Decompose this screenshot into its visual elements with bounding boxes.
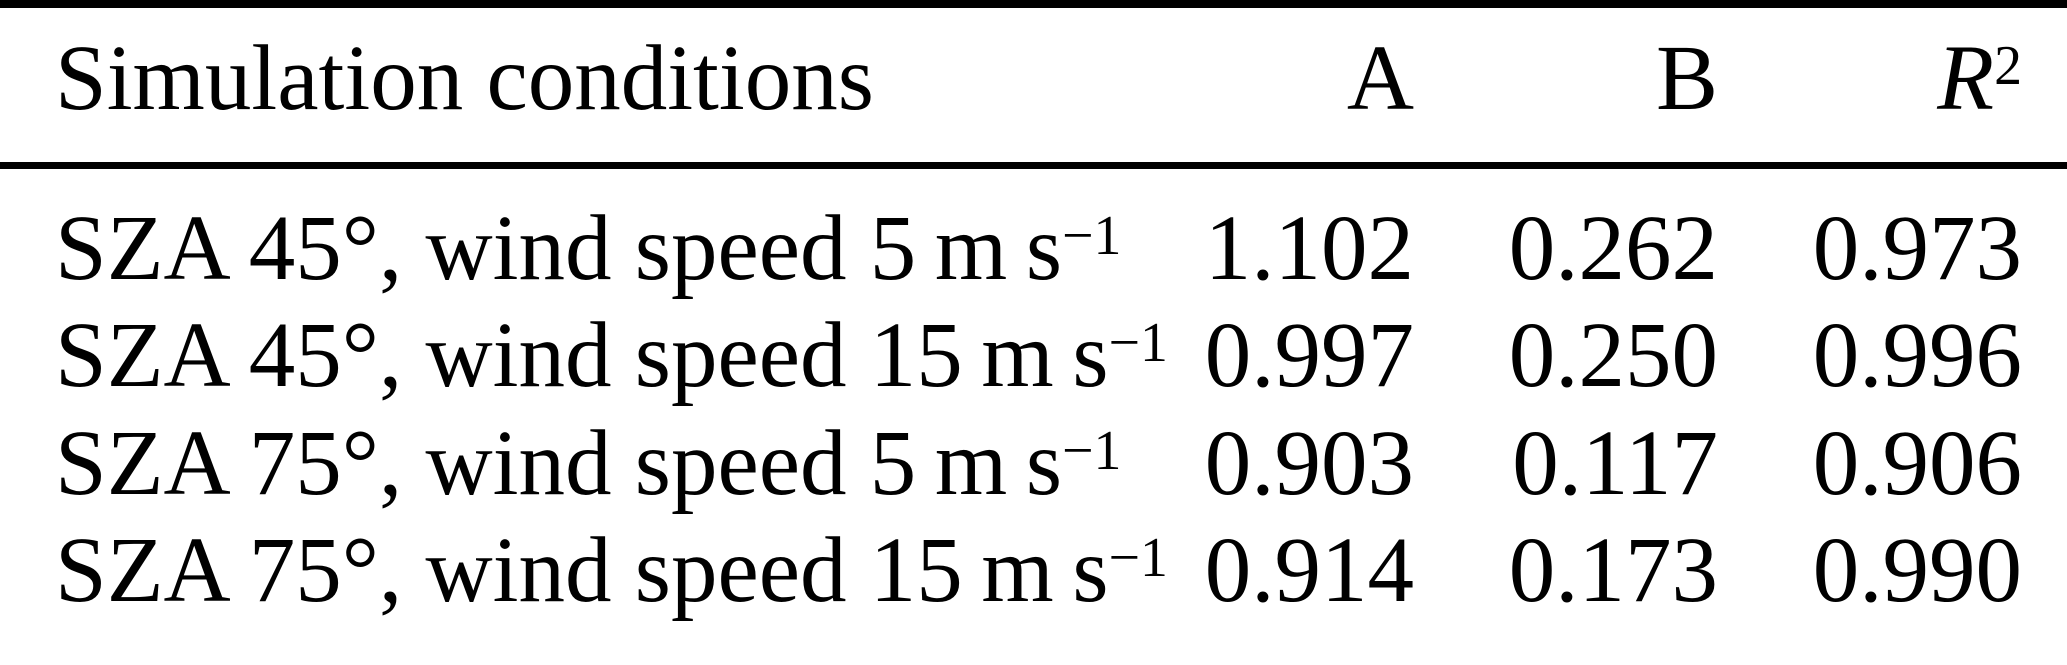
b-value: 0.262 xyxy=(1508,197,1718,300)
a-value: 0.997 xyxy=(1204,304,1414,408)
condition-superscript: −1 xyxy=(1062,204,1122,267)
condition-cell: SZA 45°, wind speed 15 m s−1 xyxy=(0,302,1168,409)
b-value: 0.173 xyxy=(1508,518,1718,622)
r2-value: 0.990 xyxy=(1812,518,2022,622)
header-col-r2: R2 xyxy=(1718,8,2022,162)
header-col-b: B xyxy=(1655,27,1718,130)
condition-cell: SZA 45°, wind speed 5 m s−1 xyxy=(0,195,1121,302)
b-value: 0.117 xyxy=(1512,411,1718,515)
condition-text: SZA 75°, wind speed 15 m s xyxy=(55,518,1109,622)
table-header-row: Simulation conditions A B R2 xyxy=(0,8,2067,162)
b-value: 0.250 xyxy=(1508,304,1718,408)
table-row: SZA 45°, wind speed 5 m s−1 1.102 0.262 … xyxy=(0,195,2067,302)
r2-base: R xyxy=(1937,27,1995,130)
r2-superscript: 2 xyxy=(1994,34,2022,97)
r2-value: 0.906 xyxy=(1812,411,2022,515)
r2-value: 0.973 xyxy=(1812,197,2022,300)
condition-superscript: −1 xyxy=(1062,419,1122,482)
top-rule xyxy=(0,0,2067,8)
condition-text: SZA 75°, wind speed 5 m s xyxy=(55,411,1063,515)
condition-superscript: −1 xyxy=(1108,312,1168,375)
mid-rule xyxy=(0,162,2067,169)
a-value: 1.102 xyxy=(1204,197,1414,300)
table-row: SZA 45°, wind speed 15 m s−1 0.997 0.250… xyxy=(0,302,2067,409)
condition-text: SZA 45°, wind speed 15 m s xyxy=(55,304,1109,408)
a-value: 0.903 xyxy=(1204,411,1414,515)
table-body: SZA 45°, wind speed 5 m s−1 1.102 0.262 … xyxy=(0,195,2067,665)
a-value: 0.914 xyxy=(1204,518,1414,622)
condition-text: SZA 45°, wind speed 5 m s xyxy=(55,197,1063,300)
condition-superscript: −1 xyxy=(1108,526,1168,589)
condition-cell: SZA 75°, wind speed 15 m s−1 xyxy=(0,517,1168,624)
table-row: SZA 75°, wind speed 5 m s−1 0.903 0.117 … xyxy=(0,410,2067,517)
r2-value: 0.996 xyxy=(1812,304,2022,408)
header-col-a: A xyxy=(1346,27,1414,130)
table-row: SZA 75°, wind speed 15 m s−1 0.914 0.173… xyxy=(0,517,2067,624)
header-condition: Simulation conditions xyxy=(55,27,874,130)
condition-cell: SZA 75°, wind speed 5 m s−1 xyxy=(0,410,1121,517)
